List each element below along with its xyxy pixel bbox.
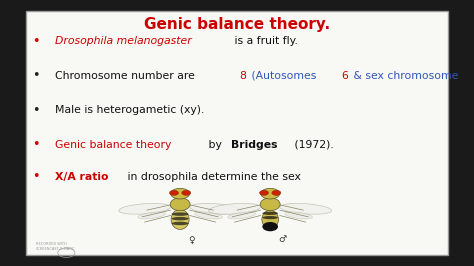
Ellipse shape	[172, 222, 189, 225]
Text: (Autosomes: (Autosomes	[248, 71, 320, 81]
Circle shape	[171, 188, 190, 199]
Text: in drosophila determine the sex: in drosophila determine the sex	[124, 172, 301, 182]
Text: is a fruit fly.: is a fruit fly.	[231, 36, 298, 46]
Text: ♀: ♀	[189, 235, 195, 244]
Ellipse shape	[228, 212, 255, 219]
Ellipse shape	[262, 216, 278, 219]
Text: •: •	[32, 104, 39, 117]
Text: •: •	[32, 35, 39, 48]
Ellipse shape	[195, 212, 222, 219]
Ellipse shape	[285, 212, 312, 219]
Text: Drosophila melanogaster: Drosophila melanogaster	[55, 36, 191, 46]
Ellipse shape	[171, 210, 189, 229]
Ellipse shape	[190, 203, 242, 214]
Ellipse shape	[262, 210, 278, 229]
Circle shape	[182, 190, 191, 195]
Text: by: by	[205, 140, 225, 150]
Circle shape	[259, 190, 268, 195]
Text: ♂: ♂	[278, 235, 286, 244]
Ellipse shape	[280, 203, 332, 214]
Ellipse shape	[209, 203, 261, 214]
FancyBboxPatch shape	[26, 11, 448, 255]
Ellipse shape	[172, 212, 189, 216]
Text: 8: 8	[239, 71, 246, 81]
Text: & sex chromosome: & sex chromosome	[350, 71, 462, 81]
Circle shape	[261, 188, 280, 199]
Ellipse shape	[138, 212, 165, 219]
Text: •: •	[32, 171, 39, 183]
Ellipse shape	[118, 203, 171, 214]
Text: Chromosome number are: Chromosome number are	[55, 71, 198, 81]
Text: Bridges: Bridges	[231, 140, 277, 150]
Ellipse shape	[170, 198, 190, 211]
Circle shape	[272, 190, 281, 195]
Text: •: •	[32, 69, 39, 82]
Circle shape	[169, 190, 178, 195]
Text: X/A ratio: X/A ratio	[55, 172, 108, 182]
Text: Genic balance theory: Genic balance theory	[55, 140, 171, 150]
Text: 6: 6	[341, 71, 348, 81]
Text: (1972).: (1972).	[291, 140, 334, 150]
Ellipse shape	[262, 212, 278, 215]
Text: RECORDED WITH
SCREENCAST-O-MATIC: RECORDED WITH SCREENCAST-O-MATIC	[36, 243, 75, 251]
Ellipse shape	[262, 222, 278, 231]
Ellipse shape	[172, 217, 189, 220]
Ellipse shape	[260, 198, 280, 211]
Text: Male is heterogametic (xy).: Male is heterogametic (xy).	[55, 105, 204, 115]
Text: •: •	[32, 139, 39, 151]
Text: Genic balance theory.: Genic balance theory.	[144, 17, 330, 32]
